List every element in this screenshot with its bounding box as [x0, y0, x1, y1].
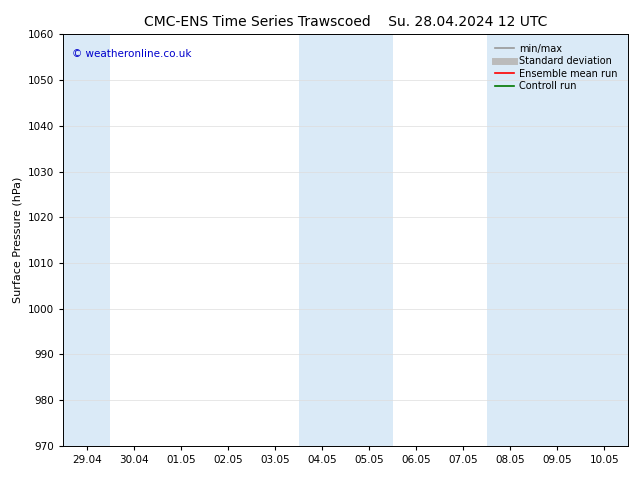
Y-axis label: Surface Pressure (hPa): Surface Pressure (hPa) [13, 177, 23, 303]
Bar [299, 34, 392, 446]
Title: CMC-ENS Time Series Trawscoed    Su. 28.04.2024 12 UTC: CMC-ENS Time Series Trawscoed Su. 28.04.… [144, 15, 547, 29]
Text: © weatheronline.co.uk: © weatheronline.co.uk [72, 49, 191, 59]
Bar [63, 34, 110, 446]
Legend: min/max, Standard deviation, Ensemble mean run, Controll run: min/max, Standard deviation, Ensemble me… [491, 40, 622, 95]
Bar [486, 34, 628, 446]
